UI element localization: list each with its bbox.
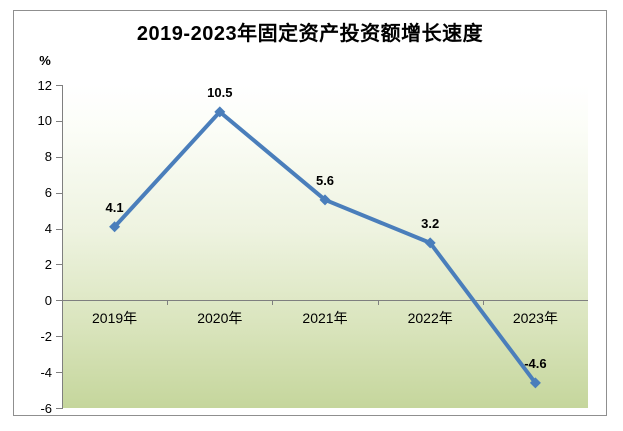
y-axis-tick-label: 6 <box>44 185 52 201</box>
x-axis-tick <box>377 300 379 306</box>
x-axis-category-label: 2019年 <box>92 310 138 327</box>
y-axis-tick-label: -6 <box>40 400 52 416</box>
data-point-label: -4.6 <box>524 355 547 371</box>
y-axis-tick-label: 4 <box>44 221 52 237</box>
x-axis-category-label: 2022年 <box>407 310 453 327</box>
y-axis-line <box>62 85 63 409</box>
x-axis-tick <box>167 300 169 306</box>
y-axis-tick <box>56 408 62 409</box>
x-axis-tick <box>272 300 274 306</box>
x-axis-category-label: 2023年 <box>512 310 558 327</box>
data-point-label: 5.6 <box>315 172 335 188</box>
x-axis-category-label: 2021年 <box>302 310 348 327</box>
diamond-marker <box>424 237 436 249</box>
y-axis-tick <box>56 228 62 230</box>
line-series <box>109 106 541 389</box>
y-axis-tick-label: 8 <box>44 149 52 165</box>
y-axis-tick <box>56 156 62 158</box>
y-axis-tick <box>56 372 62 374</box>
diamond-marker <box>109 221 121 233</box>
chart-title: 2019-2023年固定资产投资额增长速度 <box>136 23 484 45</box>
y-axis-tick-label: 10 <box>37 113 52 129</box>
y-axis-tick-label: 12 <box>37 77 52 93</box>
y-axis-tick <box>56 336 62 338</box>
plot-area <box>62 85 588 408</box>
x-axis-zero-line <box>62 300 588 302</box>
data-point-label: 3.2 <box>421 215 440 231</box>
series-line <box>112 109 538 385</box>
diamond-marker <box>319 194 331 206</box>
x-axis-tick <box>482 300 484 306</box>
y-axis-tick-label: -2 <box>40 328 52 344</box>
y-axis-tick <box>56 85 62 86</box>
data-point-label: 10.5 <box>207 84 233 100</box>
y-axis-tick <box>56 192 62 194</box>
y-axis-tick-label: 2 <box>44 256 52 272</box>
y-axis-tick-label: 0 <box>44 292 52 308</box>
diamond-marker <box>529 377 541 389</box>
y-axis-tick <box>56 120 62 122</box>
y-axis-tick-label: -4 <box>40 364 52 380</box>
y-axis-tick <box>56 300 62 302</box>
y-axis-tick <box>56 264 62 266</box>
data-point-label: 4.1 <box>105 199 124 215</box>
x-axis-category-label: 2020年 <box>197 310 243 327</box>
y-axis-unit-label: % <box>39 53 51 68</box>
